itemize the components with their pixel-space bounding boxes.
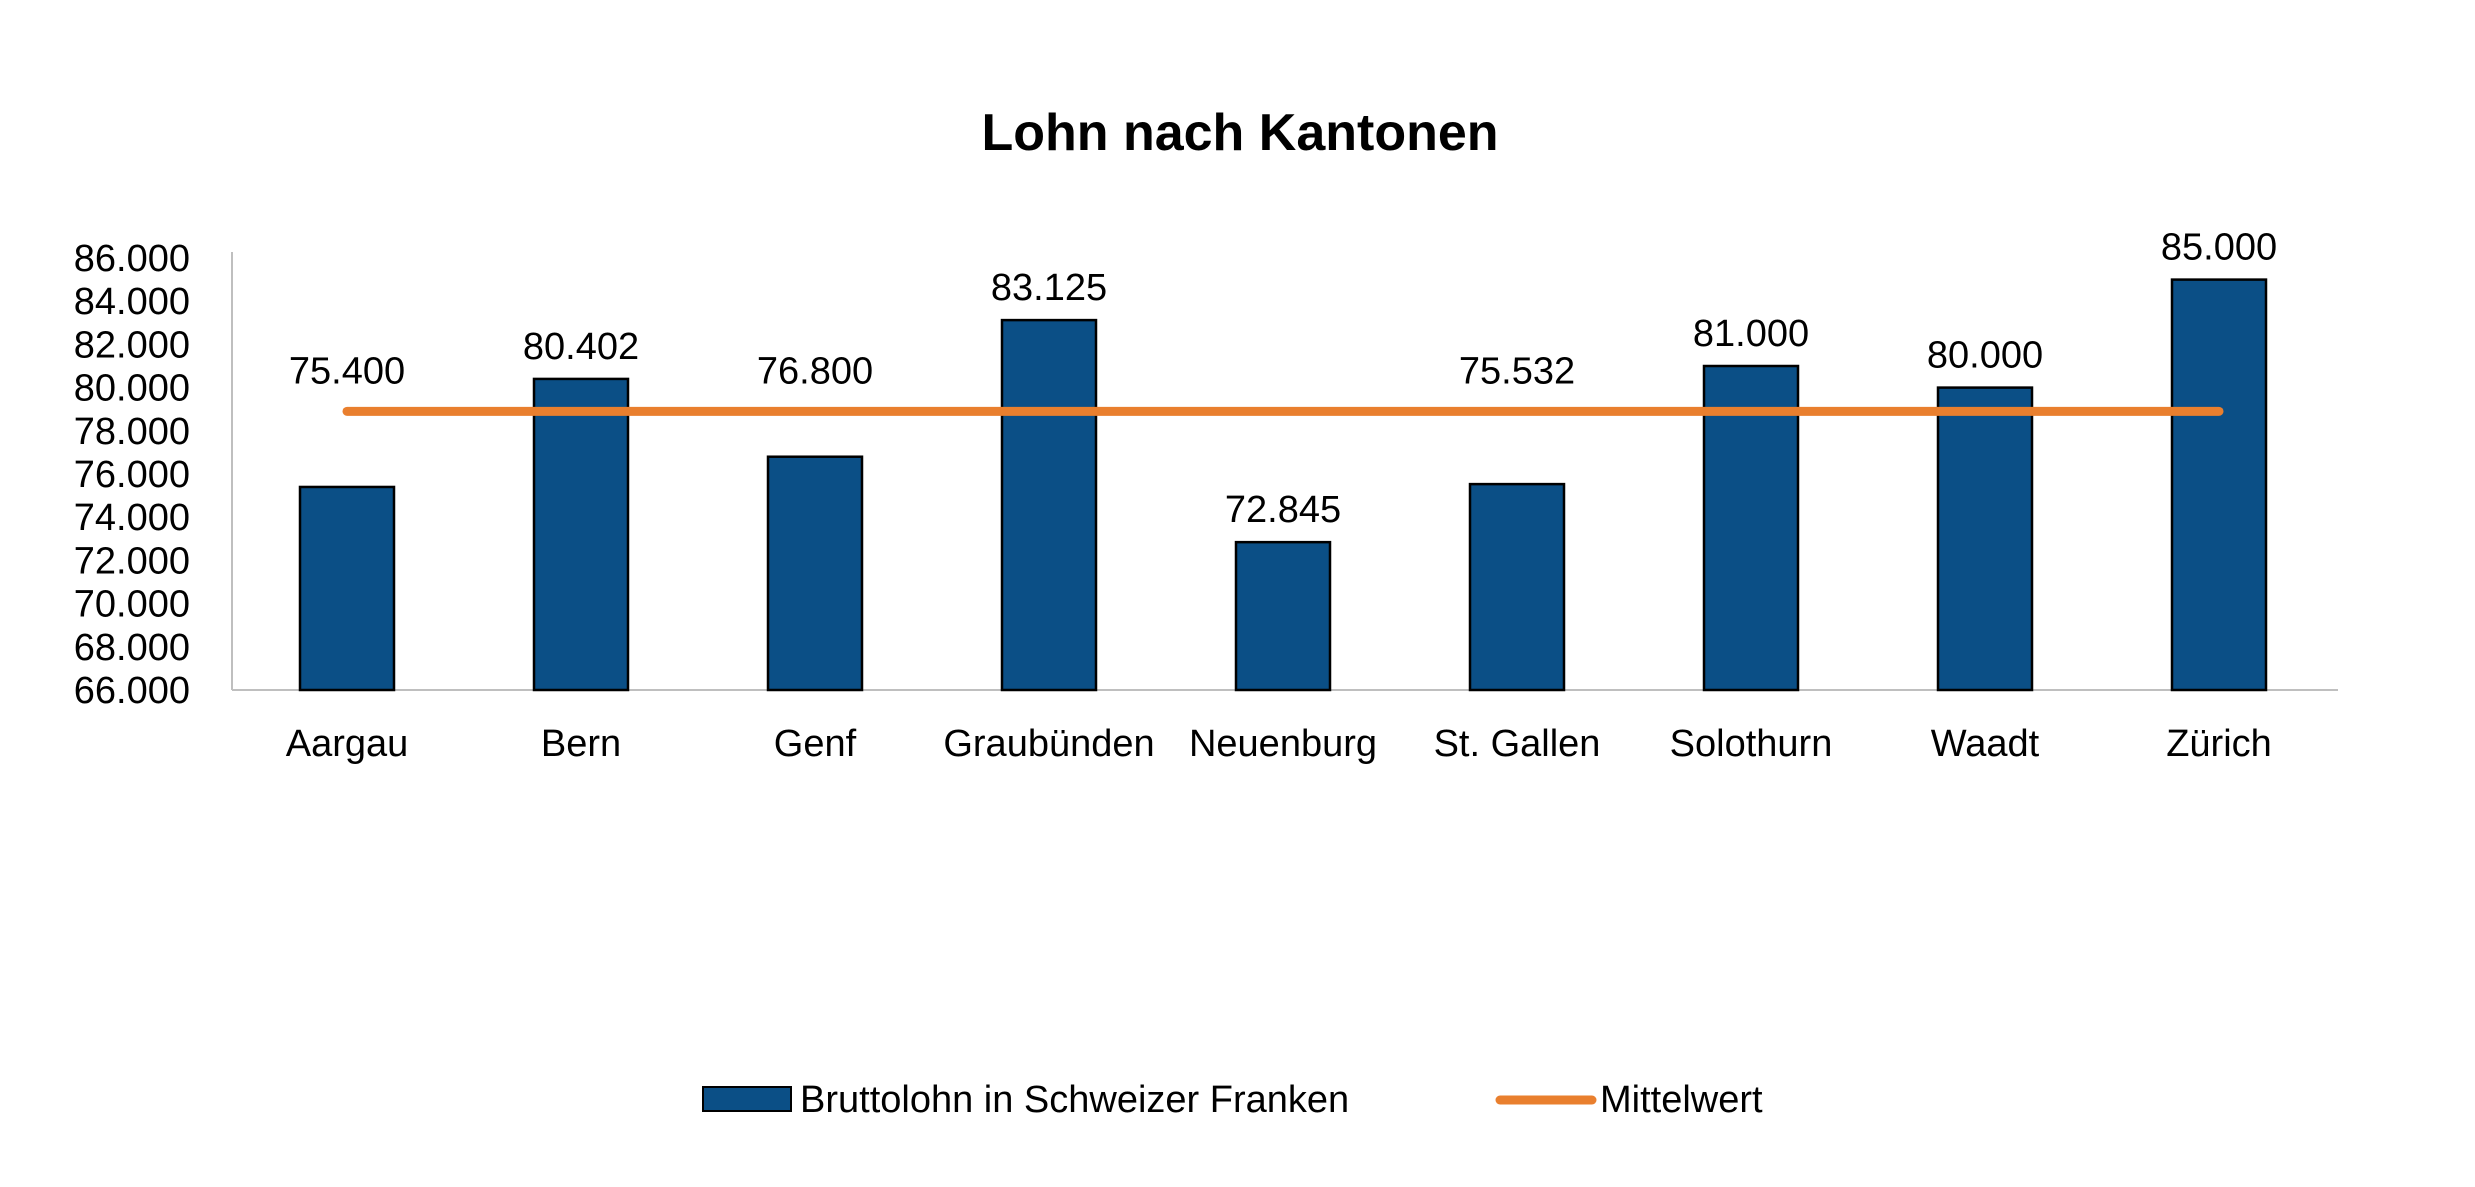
chart-title: Lohn nach Kantonen — [981, 104, 1498, 162]
y-tick-label: 82.000 — [74, 324, 190, 366]
data-label: 80.402 — [523, 326, 639, 368]
bar — [1234, 540, 1332, 692]
y-tick-label: 68.000 — [74, 627, 190, 669]
x-axis: Aargau Bern Genf Graubünden Neuenburg St. Gal… — [232, 689, 2338, 765]
x-tick-label: St. Gallen — [1434, 723, 1601, 765]
y-tick-label: 84.000 — [74, 281, 190, 323]
y-tick-label: 80.000 — [74, 368, 190, 410]
x-tick-label: Zürich — [2166, 723, 2272, 765]
bar-series — [298, 278, 2268, 692]
legend-label-line: Mittelwert — [1600, 1079, 1763, 1121]
data-label: 75.400 — [289, 350, 405, 392]
bar — [1702, 364, 1800, 692]
bar — [1936, 386, 2034, 692]
bar — [2170, 278, 2268, 692]
y-tick-label: 86.000 — [74, 238, 190, 280]
x-tick-label: Waadt — [1931, 723, 2040, 765]
y-tick-label: 66.000 — [74, 670, 190, 712]
y-tick-label: 70.000 — [74, 584, 190, 626]
legend-swatch-bar — [702, 1086, 792, 1112]
data-label: 72.845 — [1225, 489, 1341, 531]
y-axis: 66.00068.00070.00072.00074.00076.00078.0… — [74, 238, 233, 712]
data-label: 75.532 — [1459, 350, 1575, 392]
legend-label-bar: Bruttolohn in Schweizer Franken — [800, 1079, 1349, 1121]
x-tick-label: Bern — [541, 723, 621, 765]
bar — [532, 377, 630, 692]
data-label: 81.000 — [1693, 313, 1809, 355]
y-tick-label: 74.000 — [74, 497, 190, 539]
bar — [766, 455, 864, 692]
legend: Bruttolohn in Schweizer Franken Mittelwe… — [702, 1079, 1763, 1121]
x-tick-label: Solothurn — [1670, 723, 1833, 765]
x-tick-label: Aargau — [286, 723, 409, 765]
data-label: 85.000 — [2161, 227, 2277, 269]
y-tick-label: 76.000 — [74, 454, 190, 496]
x-tick-label: Neuenburg — [1189, 723, 1377, 765]
data-label: 80.000 — [1927, 335, 2043, 377]
data-label: 83.125 — [991, 267, 1107, 309]
y-tick-label: 72.000 — [74, 540, 190, 582]
data-labels: 75.400 80.402 76.800 83.125 72.845 75.532 81.0… — [289, 227, 2277, 532]
bar — [298, 485, 396, 692]
bar — [1000, 318, 1098, 692]
y-tick-label: 78.000 — [74, 411, 190, 453]
bar — [1468, 482, 1566, 692]
x-tick-label: Graubünden — [943, 723, 1154, 765]
data-label: 76.800 — [757, 350, 873, 392]
x-tick-label: Genf — [774, 723, 857, 765]
